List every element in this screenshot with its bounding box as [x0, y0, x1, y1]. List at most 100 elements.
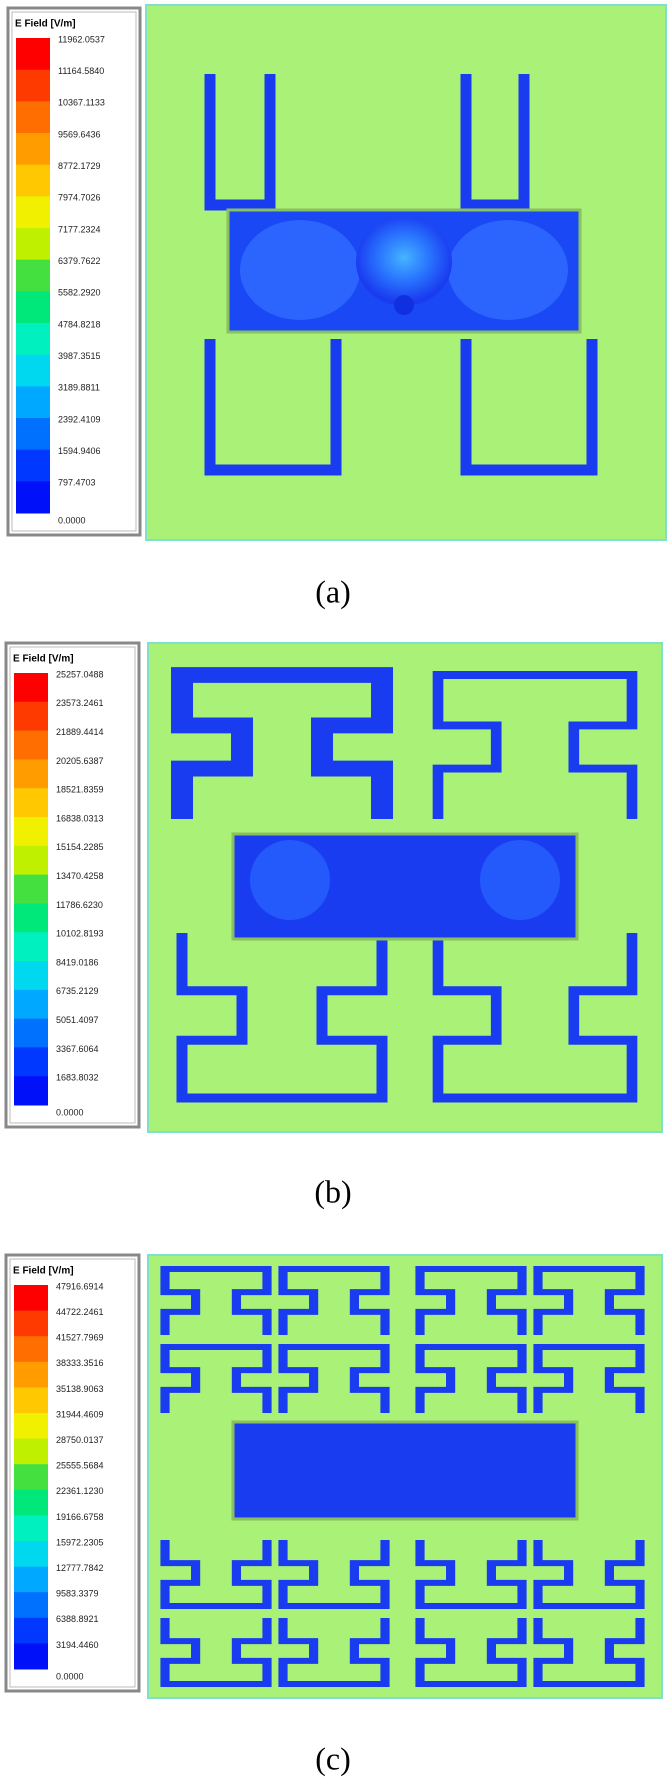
legend-label: 3367.6064: [56, 1044, 99, 1054]
legend-label: 1683.8032: [56, 1073, 99, 1083]
legend-label: 47916.6914: [56, 1281, 104, 1291]
legend-label: 22361.1230: [56, 1486, 104, 1496]
legend-label: 3194.4460: [56, 1640, 99, 1650]
legend-label: 3987.3515: [58, 351, 101, 361]
color-swatch: [16, 101, 50, 134]
color-swatch: [16, 133, 50, 166]
color-swatch: [14, 845, 48, 876]
legend-label: 6735.2129: [56, 986, 99, 996]
legend-label: 21889.4414: [56, 727, 104, 737]
color-swatch: [16, 259, 50, 292]
legend-label: 7177.2324: [58, 224, 101, 234]
legend-label: 16838.0313: [56, 813, 104, 823]
legend-label: 0.0000: [56, 1671, 84, 1681]
color-swatch: [14, 701, 48, 732]
legend-label: 4784.8218: [58, 319, 101, 329]
legend-label: 15972.2305: [56, 1537, 104, 1547]
legend-frame-inner: [9, 646, 136, 1124]
color-swatch: [14, 1336, 48, 1363]
legend-label: 44722.2461: [56, 1307, 104, 1317]
legend-label: 23573.2461: [56, 698, 104, 708]
caption: (c): [315, 1740, 351, 1776]
legend-label: 19166.6758: [56, 1512, 104, 1522]
color-swatch: [16, 38, 50, 71]
legend-label: 35138.9063: [56, 1384, 104, 1394]
color-swatch: [14, 989, 48, 1020]
color-swatch: [16, 164, 50, 197]
legend: E Field [V/m] 47916.6914 44722.2461 41527.7…: [4, 1253, 141, 1693]
legend-label: 6388.8921: [56, 1614, 99, 1624]
legend: E Field [V/m] 25257.0488 23573.2461 21889.4…: [4, 641, 141, 1129]
color-swatch: [14, 1018, 48, 1048]
color-swatch: [14, 673, 48, 703]
color-swatch: [14, 759, 48, 789]
legend-label: 31944.4609: [56, 1409, 104, 1419]
color-swatch: [14, 1515, 48, 1542]
color-swatch: [16, 449, 50, 482]
color-swatch: [16, 228, 50, 261]
legend-label: 15154.2285: [56, 842, 104, 852]
color-swatch: [16, 354, 50, 387]
legend-label: 11786.6230: [56, 900, 103, 910]
legend-label: 10102.8193: [56, 929, 104, 939]
legend-label: 9569.6436: [58, 129, 101, 139]
color-swatch: [14, 874, 48, 904]
legend-label: 11962.0537: [58, 34, 105, 44]
color-swatch: [14, 1541, 48, 1568]
legend-label: 10367.1133: [58, 98, 105, 108]
color-swatch: [14, 1438, 48, 1465]
field-plot-b: [147, 642, 663, 1133]
color-swatch: [14, 1285, 48, 1312]
legend-label: 0.0000: [58, 515, 86, 525]
legend-frame-inner: [11, 11, 137, 532]
legend-label: 0.0000: [56, 1107, 84, 1117]
color-swatch: [16, 418, 50, 451]
color-swatch: [14, 1310, 48, 1337]
legend-label: 12777.7842: [56, 1563, 104, 1573]
color-swatch: [14, 1464, 48, 1491]
legend-title: E Field [V/m]: [15, 19, 76, 30]
legend-frame-inner: [9, 1258, 136, 1688]
legend-label: 6379.7622: [58, 256, 101, 266]
color-swatch: [14, 1643, 48, 1670]
color-swatch: [14, 1617, 48, 1644]
color-swatch: [14, 817, 48, 847]
legend-label: 3189.8811: [58, 383, 100, 393]
color-swatch: [14, 1387, 48, 1414]
field-plot-c: [147, 1254, 663, 1699]
legend-label: 9583.3379: [56, 1589, 99, 1599]
legend-title: E Field [V/m]: [13, 1266, 74, 1277]
color-swatch: [14, 1361, 48, 1388]
legend-label: 11164.5840: [58, 66, 104, 76]
legend-label: 18521.8359: [56, 785, 104, 795]
legend-label: 2392.4109: [58, 414, 101, 424]
color-swatch: [14, 788, 48, 818]
legend-label: 1594.9406: [58, 446, 101, 456]
legend-label: 38333.3516: [56, 1358, 104, 1368]
legend-label: 797.4703: [58, 478, 96, 488]
color-swatch: [14, 1592, 48, 1619]
color-swatch: [16, 386, 50, 419]
legend-label: 20205.6387: [56, 756, 104, 766]
legend-label: 8419.0186: [56, 957, 99, 967]
color-swatch: [16, 69, 50, 102]
caption: (b): [314, 1173, 351, 1209]
legend-label: 7974.7026: [58, 193, 101, 203]
legend-label: 28750.0137: [56, 1435, 104, 1445]
color-swatch: [14, 932, 48, 962]
field-plot-a: [145, 4, 667, 541]
color-swatch: [14, 961, 48, 991]
color-swatch: [16, 291, 50, 324]
legend-label: 8772.1729: [58, 161, 101, 171]
color-swatch: [16, 323, 50, 356]
color-swatch: [14, 1047, 48, 1077]
color-swatch: [14, 903, 48, 933]
color-swatch: [14, 1489, 48, 1516]
legend-label: 25257.0488: [56, 669, 104, 679]
legend-title: E Field [V/m]: [13, 654, 74, 665]
color-swatch: [14, 730, 48, 760]
legend-label: 5051.4097: [56, 1015, 99, 1025]
legend: E Field [V/m] 11962.0537 11164.5840 10367.1…: [6, 6, 142, 537]
